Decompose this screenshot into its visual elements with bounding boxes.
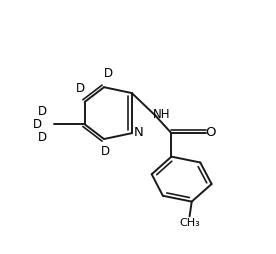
Text: N: N <box>133 126 143 139</box>
Text: D: D <box>76 82 85 95</box>
Text: NH: NH <box>153 108 170 121</box>
Text: D: D <box>104 67 113 80</box>
Text: O: O <box>206 126 216 139</box>
Text: D: D <box>100 145 110 158</box>
Text: D: D <box>33 118 42 131</box>
Text: D: D <box>38 131 47 144</box>
Text: CH₃: CH₃ <box>179 218 200 228</box>
Text: D: D <box>38 105 47 118</box>
